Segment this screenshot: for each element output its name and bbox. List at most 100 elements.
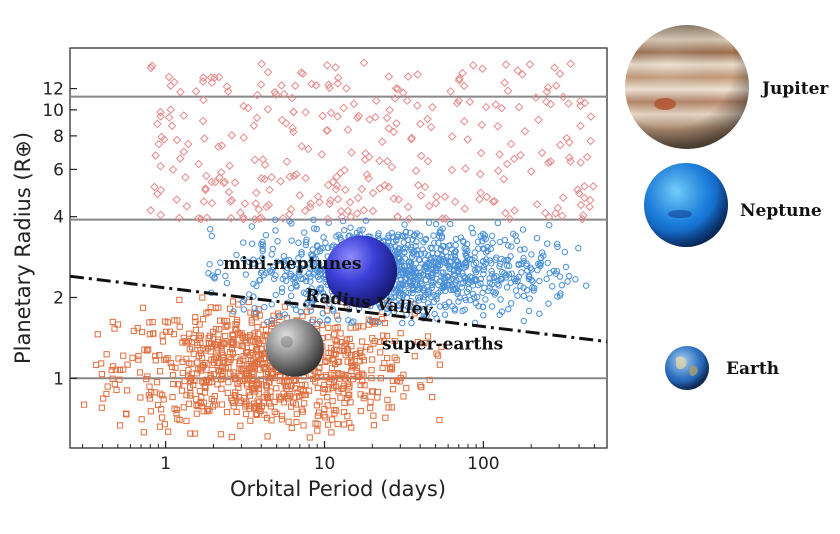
giants-point [580,193,589,203]
super-earths-point [218,401,226,408]
giants-point [252,113,262,123]
giants-point [558,92,568,102]
giants-point [392,119,401,128]
super-earths-point [357,391,364,398]
mini-neptunes-point [524,267,531,274]
giants-point [463,135,472,144]
mini-neptunes-point [475,302,482,310]
mini-neptunes-point [425,219,433,226]
super-earths-point [312,420,319,427]
mini-neptunes-point [301,229,308,236]
mini-neptunes-point [391,294,398,301]
super-earths-point [228,339,235,347]
mini-neptunes-point [461,259,469,267]
giants-point [311,81,321,90]
super-earths-point [252,338,259,346]
super-earths-point [224,389,231,396]
super-earths-point [159,392,166,399]
super-earths-point [136,369,144,376]
mini-neptunes-point [302,290,310,297]
super-earths-point [212,401,219,408]
super-earths-point [240,353,247,360]
super-earths-point [332,337,339,344]
mini-neptunes-point [536,277,543,285]
super-earths-point [162,356,170,363]
giants-point [390,94,400,103]
mini-neptunes-point [295,254,302,262]
super-earths-point [331,406,338,414]
giants-point [202,171,211,181]
mini-neptunes-point [431,310,438,318]
giants-point [174,213,184,223]
mini-neptunes-point [525,307,533,315]
mini-neptunes-point [303,277,310,285]
giants-point [546,157,556,166]
super-earths-point [200,399,207,406]
super-earths-point [223,409,231,416]
super-earths-point [143,347,151,354]
giants-point [490,196,500,206]
super-earths-point [191,430,199,437]
giants-point [166,105,176,114]
super-earths-point [277,396,284,403]
mini-neptunes-point [362,217,370,224]
mini-neptune-globe [325,235,398,308]
super-earths-point [388,404,395,411]
super-earths-point [98,404,105,411]
mini-neptunes-point [420,293,428,301]
giants-point [353,193,363,203]
mini-neptunes-point [302,238,310,246]
super-earths-point [144,373,151,380]
mini-neptunes-point [472,259,480,267]
mini-neptunes-point [248,240,256,247]
super-earths-point [247,351,254,359]
mini-neptunes-point [480,245,488,253]
giants-point [377,137,387,147]
giants-point [198,73,208,83]
super-earths-point [303,308,311,315]
mini-neptunes-point [394,248,401,255]
super-earths-point [340,347,348,354]
giants-point [258,155,268,164]
mini-neptunes-point [248,223,256,230]
super-earths-point [421,340,428,347]
super-earths-point [342,375,349,382]
giants-point [424,201,434,211]
giants-point [249,121,259,130]
giants-point [276,177,285,186]
mini-neptunes-point [268,301,275,308]
super-earths-point [104,383,111,390]
super-earths-point [322,358,329,366]
super-earths-point [357,407,364,415]
super-earths-point [263,414,271,422]
super-earths-point [321,381,328,388]
super-earths-point [146,331,154,338]
giants-point [307,79,317,89]
giants-point [518,70,527,79]
super-earths-point [355,323,362,330]
super-earths-point [391,337,398,345]
super-earths-point [243,372,250,380]
giants-point [331,63,340,72]
super-earths-point [328,429,335,436]
giants-point [384,124,394,133]
super-earths-point [345,391,352,398]
mini-neptunes-point [508,270,515,277]
mini-neptunes-point [206,226,214,233]
giants-point [411,166,421,176]
mini-neptunes-point [471,249,478,256]
super-earths-point [388,366,395,373]
mini-neptunes-point [501,270,508,277]
super-earths-point [186,330,193,337]
mini-neptunes-point [296,267,303,274]
super-earths-point [199,294,206,301]
super-earths-point [186,384,194,391]
mini-neptunes-point [464,276,472,283]
x-tick-label: 1 [160,454,171,474]
super-earths-point [259,350,266,357]
mini-neptunes-point [393,251,400,258]
mini-neptunes-point [536,310,543,317]
super-earths-point [253,381,260,388]
giants-point [201,184,210,193]
super-earths-point [202,359,209,367]
